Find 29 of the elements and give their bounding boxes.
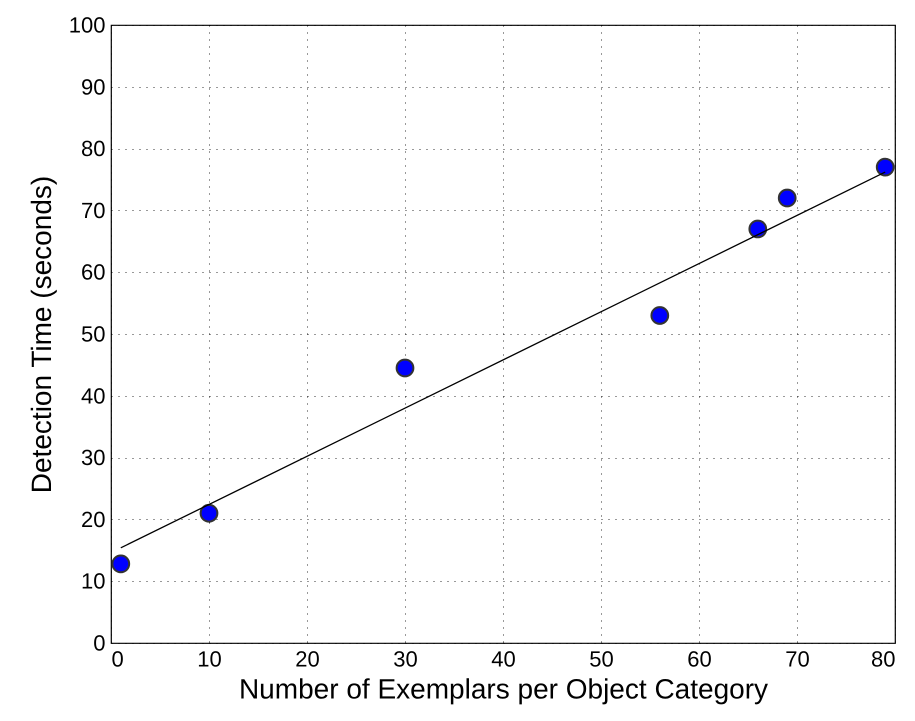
y-axis-title: Detection Time (seconds) [26,176,57,494]
x-tick-label: 30 [393,646,418,672]
x-tick-label: 70 [785,646,810,672]
y-tick-label: 10 [81,568,106,594]
y-tick-label: 40 [81,383,106,408]
y-tick-label: 80 [81,136,106,162]
x-tick-label: 20 [295,646,320,672]
x-tick-label: 50 [589,646,614,672]
y-tick-label: 50 [81,322,106,346]
y-tick-label: 0 [93,630,106,656]
x-tick-label: 60 [687,646,712,672]
point [650,306,670,325]
y-tick-label: 70 [81,198,106,223]
x-tick-label: 0 [112,646,124,672]
point [111,554,130,574]
y-tick-label: 30 [81,445,106,470]
x-tick-label: 80 [871,646,896,672]
x-tick-label: 10 [197,646,222,672]
point [396,358,414,378]
y-tick-label: 60 [81,260,106,285]
y-tick-label: 20 [81,506,106,532]
point [778,188,797,208]
y-tick-label: 100 [68,12,106,38]
point [876,158,895,176]
y-tick-label: 90 [81,74,106,100]
x-tick-label: 40 [491,646,516,672]
x-axis-title: Number of Exemplars per Object Category [238,674,768,704]
point [200,504,218,523]
point [748,220,768,238]
